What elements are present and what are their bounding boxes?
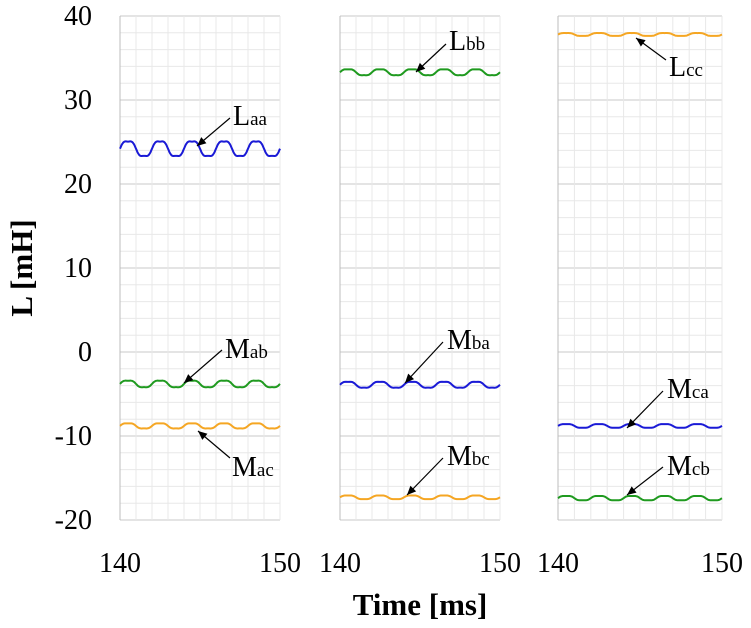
y-tick-label: -10	[55, 421, 92, 452]
annotation-label-Mac: Mac	[232, 452, 274, 483]
annotation-label-Mca: Mca	[667, 374, 709, 405]
annotation-arrowhead-Mca	[627, 418, 637, 428]
x-tick-label: 150	[259, 548, 301, 579]
x-axis-title: Time [ms]	[353, 587, 488, 622]
series-line-Mbc	[339, 494, 501, 501]
annotation-layer	[183, 37, 667, 496]
annotation-arrowhead-Lcc	[636, 38, 646, 47]
series-line-Mac	[119, 422, 281, 430]
y-tick-label: 20	[64, 169, 92, 200]
axis-layer	[119, 16, 559, 520]
x-tick-label: 140	[99, 548, 141, 579]
label-layer: 140 150 140 150 140 150 40 30 20 10 0 -10 -20 L [mH] T…	[4, 1, 743, 622]
series-line-Laa	[119, 140, 281, 157]
series-layer	[119, 32, 723, 502]
annotation-label-Mcb: Mcb	[667, 451, 710, 482]
annotation-arrowhead-Mac	[198, 431, 208, 440]
series-line-Mab	[119, 379, 281, 389]
annotation-label-Mab: Mab	[225, 334, 268, 365]
series-line-Mba	[339, 380, 501, 389]
series-line-Mcb	[557, 495, 723, 502]
annotation-arrowhead-Mba	[405, 373, 415, 383]
y-tick-label: 40	[64, 1, 92, 32]
annotation-leader-Mba	[404, 341, 444, 384]
annotation-arrowhead-Laa	[197, 137, 207, 146]
annotation-label-Laa: Laa	[233, 101, 268, 132]
annotation-label-Lcc: Lcc	[669, 52, 703, 83]
annotation-arrowhead-Lbb	[416, 62, 426, 72]
x-tick-label: 140	[537, 548, 579, 579]
annotation-arrowhead-Mbc	[407, 485, 417, 495]
y-axis-title: L [mH]	[4, 219, 39, 316]
y-tick-label: 0	[78, 337, 92, 368]
x-tick-label: 150	[701, 548, 743, 579]
annotation-arrowhead-Mcb	[627, 486, 637, 495]
series-line-Lcc	[557, 32, 723, 37]
x-tick-label: 140	[319, 548, 361, 579]
y-tick-label: 30	[64, 85, 92, 116]
grid-layer	[119, 15, 723, 521]
series-line-Lbb	[339, 68, 501, 77]
series-line-Mca	[557, 423, 723, 429]
annotation-label-Mbc: Mbc	[447, 441, 490, 472]
y-tick-label: -20	[55, 505, 92, 536]
y-tick-label: 10	[64, 253, 92, 284]
annotation-label-Lbb: Lbb	[449, 26, 485, 57]
annotation-arrowhead-Mab	[184, 374, 194, 383]
annotation-label-Mba: Mba	[447, 325, 490, 356]
x-tick-label: 150	[479, 548, 521, 579]
